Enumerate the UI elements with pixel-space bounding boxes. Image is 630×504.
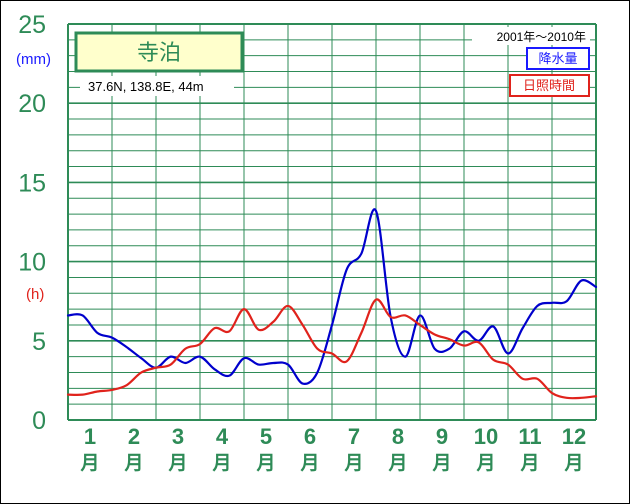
x-tick-suffix: 月 xyxy=(343,452,363,474)
station-coords: 37.6N, 138.8E, 44m xyxy=(88,79,204,94)
x-tick-label: 10 xyxy=(474,424,498,449)
y-tick-label: 5 xyxy=(32,328,46,356)
period-bg xyxy=(472,27,590,45)
x-tick-suffix: 月 xyxy=(431,452,451,474)
y-tick-label: 10 xyxy=(18,249,46,277)
x-tick-label: 12 xyxy=(562,424,586,449)
period-label: 2001年～2010年 xyxy=(497,30,586,44)
y-unit-h: (h) xyxy=(26,286,44,303)
x-tick-label: 2 xyxy=(128,424,140,449)
x-tick-label: 9 xyxy=(436,424,448,449)
y-tick-label: 0 xyxy=(32,407,46,435)
x-tick-suffix: 月 xyxy=(299,452,319,474)
station-box xyxy=(74,31,244,73)
x-tick-label: 3 xyxy=(172,424,184,449)
legend-precip-box xyxy=(526,47,590,70)
legend-precip: 降水量 xyxy=(538,52,577,67)
series-lines xyxy=(66,208,598,400)
x-tick-suffix: 月 xyxy=(519,452,539,474)
legend-sunshine-box xyxy=(509,74,590,97)
y-tick-label: 20 xyxy=(18,90,46,118)
y-tick-label: 15 xyxy=(18,169,46,197)
coords-bg xyxy=(80,76,234,96)
station-name: 寺泊 xyxy=(137,41,181,66)
y-tick-labels: 0 5 10 15 20 25 xyxy=(18,11,46,435)
x-tick-suffix: 月 xyxy=(563,452,583,474)
x-tick-suffix: 月 xyxy=(211,452,231,474)
legend-sunshine: 日照時間 xyxy=(523,79,575,94)
x-tick-labels: 1 月 2 月 3 月 4 月 5 月 6 月 7 月 8 月 9 月 10 月 11 月 12 月 xyxy=(79,424,586,474)
x-tick-label: 4 xyxy=(216,424,229,449)
x-tick-label: 6 xyxy=(304,424,316,449)
x-tick-label: 5 xyxy=(260,424,272,449)
x-tick-suffix: 月 xyxy=(387,452,407,474)
x-tick-label: 11 xyxy=(518,424,541,449)
x-tick-label: 1 xyxy=(84,424,96,449)
x-tick-suffix: 月 xyxy=(475,452,495,474)
x-tick-suffix: 月 xyxy=(79,452,99,474)
x-tick-suffix: 月 xyxy=(255,452,275,474)
y-tick-label: 25 xyxy=(18,11,46,39)
x-tick-suffix: 月 xyxy=(123,452,143,474)
x-tick-label: 8 xyxy=(392,424,404,449)
series-line-sunshine xyxy=(66,298,598,400)
y-unit-mm: (mm) xyxy=(16,51,51,68)
x-tick-label: 7 xyxy=(348,424,360,449)
x-tick-suffix: 月 xyxy=(167,452,187,474)
